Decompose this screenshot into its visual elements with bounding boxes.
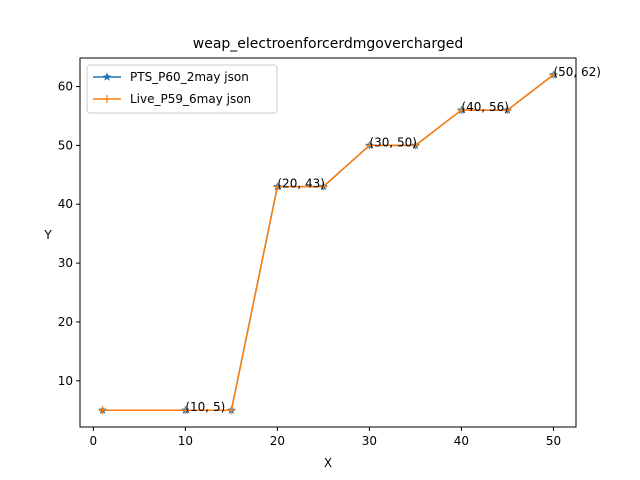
chart-title: weap_electroenforcerdmgovercharged bbox=[193, 36, 463, 52]
point-annotation: (40, 56) bbox=[461, 100, 509, 114]
data-point bbox=[503, 106, 512, 115]
legend-box bbox=[86, 64, 278, 114]
legend: PTS_P60_2may json Live_P59_6may json bbox=[86, 64, 278, 114]
data-point bbox=[227, 406, 236, 415]
x-tick-label: 50 bbox=[546, 434, 561, 448]
data-point bbox=[457, 106, 466, 115]
x-tick-label: 0 bbox=[90, 434, 98, 448]
y-axis-label: Y bbox=[43, 228, 52, 242]
legend-label: PTS_P60_2may json bbox=[130, 70, 249, 84]
x-tick-label: 30 bbox=[362, 434, 377, 448]
plot-frame bbox=[79, 57, 577, 428]
x-tick-label: 20 bbox=[270, 434, 285, 448]
point-annotation: (50, 62) bbox=[553, 65, 601, 79]
x-axis: 0 10 20 30 40 50 bbox=[90, 427, 561, 448]
y-tick-label: 20 bbox=[58, 315, 73, 329]
y-tick-label: 10 bbox=[58, 374, 73, 388]
series-line bbox=[102, 74, 554, 411]
data-point bbox=[411, 141, 420, 150]
data-point bbox=[319, 182, 328, 191]
data-point bbox=[98, 406, 107, 415]
data-point bbox=[549, 70, 558, 79]
x-tick-label: 40 bbox=[454, 434, 469, 448]
point-annotation: (30, 50) bbox=[369, 135, 417, 149]
legend-item: Live_P59_6may json bbox=[93, 92, 251, 106]
series-2 bbox=[98, 70, 558, 415]
y-tick-label: 50 bbox=[58, 138, 73, 152]
point-annotation: (10, 5) bbox=[185, 400, 225, 414]
x-axis-label: X bbox=[324, 456, 332, 470]
y-axis: 10 20 30 40 50 60 bbox=[58, 80, 80, 388]
legend-marker bbox=[102, 72, 112, 81]
y-tick-label: 60 bbox=[58, 80, 73, 94]
legend-label: Live_P59_6may json bbox=[130, 92, 251, 106]
data-point bbox=[273, 182, 282, 191]
legend-marker bbox=[103, 95, 111, 103]
point-annotation: (20, 43) bbox=[277, 177, 325, 191]
annotations: (10, 5) (20, 43) (30, 50) (40, 56) (50, 62) bbox=[185, 65, 601, 414]
x-tick-label: 10 bbox=[178, 434, 193, 448]
plot-area bbox=[98, 70, 558, 415]
legend-item: PTS_P60_2may json bbox=[93, 70, 249, 84]
y-tick-label: 30 bbox=[58, 256, 73, 270]
data-point bbox=[181, 406, 190, 415]
data-point bbox=[365, 141, 374, 150]
y-tick-label: 40 bbox=[58, 197, 73, 211]
